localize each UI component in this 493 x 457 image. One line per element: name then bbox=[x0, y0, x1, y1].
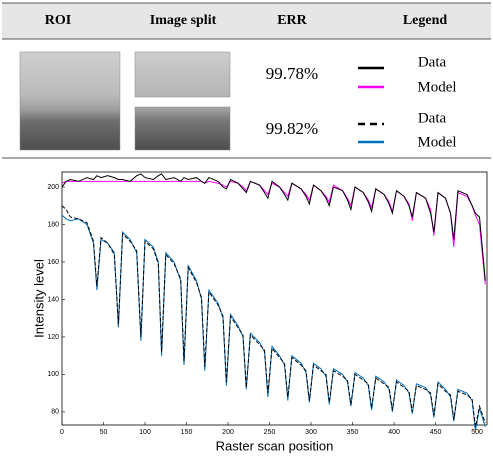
y-tick-label: 180 bbox=[47, 221, 59, 228]
legend-label: Data bbox=[418, 54, 447, 70]
x-tick-label: 100 bbox=[139, 429, 151, 436]
x-tick-label: 50 bbox=[100, 429, 108, 436]
y-tick-label: 100 bbox=[47, 371, 59, 378]
err-value: 99.82% bbox=[266, 119, 318, 138]
legend-label: Model bbox=[417, 79, 456, 95]
x-tick-label: 0 bbox=[60, 429, 64, 436]
x-tick-label: 450 bbox=[430, 429, 442, 436]
x-tick-label: 400 bbox=[388, 429, 400, 436]
x-tick-label: 250 bbox=[264, 429, 276, 436]
x-tick-label: 150 bbox=[181, 429, 193, 436]
x-tick-label: 350 bbox=[347, 429, 359, 436]
y-axis-label: Intensity level bbox=[31, 259, 46, 338]
y-tick-label: 120 bbox=[47, 334, 59, 341]
x-tick-label: 500 bbox=[471, 429, 483, 436]
data-line bbox=[61, 205, 486, 427]
legend-label: Data bbox=[418, 110, 447, 126]
y-tick-label: 140 bbox=[47, 296, 59, 303]
plot-frame bbox=[61, 171, 488, 426]
legend-label: Model bbox=[417, 134, 456, 150]
x-axis-label: Raster scan position bbox=[216, 438, 334, 453]
y-tick-label: 80 bbox=[51, 409, 59, 416]
y-tick-label: 200 bbox=[47, 184, 59, 191]
column-header: ROI bbox=[45, 13, 71, 28]
column-header: Image split bbox=[150, 13, 217, 28]
x-tick-label: 300 bbox=[305, 429, 317, 436]
split-image bbox=[134, 51, 231, 98]
y-tick-label: 160 bbox=[47, 259, 59, 266]
column-header: ERR bbox=[277, 13, 307, 28]
err-value: 99.78% bbox=[266, 64, 318, 83]
header-background bbox=[2, 3, 491, 39]
roi-image bbox=[19, 51, 121, 151]
data-line bbox=[61, 173, 486, 281]
x-tick-label: 200 bbox=[222, 429, 234, 436]
column-header: Legend bbox=[403, 13, 448, 28]
split-image bbox=[134, 106, 231, 151]
